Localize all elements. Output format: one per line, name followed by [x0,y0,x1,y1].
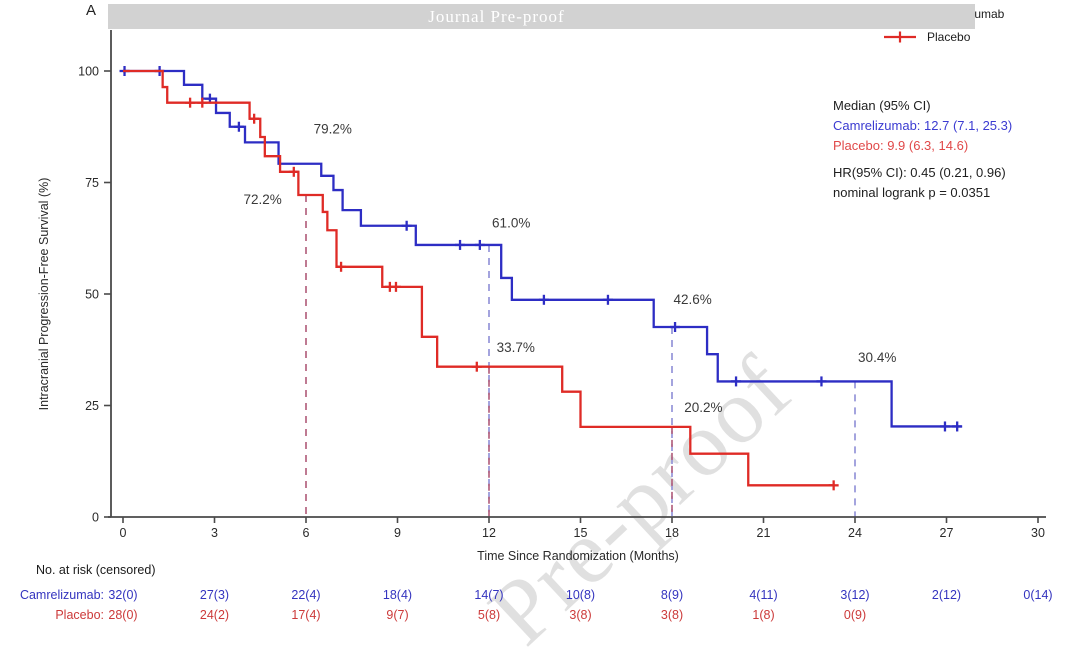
x-tick-label: 18 [665,526,679,540]
risk-value: 22(4) [291,588,321,602]
x-tick-label: 3 [211,526,218,540]
stats-hazard-ratio: HR(95% CI): 0.45 (0.21, 0.96) [833,165,1006,180]
risk-value: 3(12) [840,588,870,602]
risk-value: 8(9) [660,588,684,602]
risk-value: 5(8) [477,608,501,622]
risk-value: 3(8) [660,608,684,622]
x-tick-label: 15 [574,526,588,540]
risk-value: 1(8) [752,608,775,622]
annotation-label: 33.7% [497,340,535,355]
x-tick-label: 9 [394,526,401,540]
risk-value: 9(7) [386,608,409,622]
risk-value: 28(0) [108,608,138,622]
stats-logrank-p: nominal logrank p = 0.0351 [833,185,991,200]
x-tick-label: 12 [482,526,496,540]
x-tick-label: 21 [757,526,771,540]
risk-value: 27(3) [199,588,230,602]
annotation-label: 61.0% [492,216,530,231]
risk-value: 14(7) [474,588,504,602]
annotation-label: 30.4% [858,350,896,365]
journal-preproof-banner: Journal Pre-proof [108,4,975,29]
annotation-label: 20.2% [684,400,722,415]
x-axis-title: Time Since Randomization (Months) [477,549,679,563]
stats-camrelizumab-median: Camrelizumab: 12.7 (7.1, 25.3) [833,118,1013,133]
stats-block: Median (95% CI) Camrelizumab: 12.7 (7.1,… [833,96,1012,203]
y-tick-label: 100 [78,65,99,79]
y-tick-label: 0 [92,511,99,525]
x-tick-label: 24 [848,526,862,540]
risk-value: 0(14) [1023,588,1053,602]
risk-value: 4(11) [749,588,778,602]
legend-item-placebo: Placebo [883,28,1004,45]
risk-value: 32(0) [108,588,138,602]
banner-title: Journal Pre-proof [428,7,565,26]
risk-value: 10(8) [565,588,596,602]
x-tick-label: 27 [940,526,954,540]
risk-value: 17(4) [291,608,321,622]
risk-value: 0(9) [843,608,867,622]
curve-placebo [123,69,834,487]
risk-value: 24(2) [199,608,230,622]
risk-value: 3(8) [569,608,592,622]
annotation-label: 42.6% [674,292,712,307]
x-tick-label: 0 [120,526,127,540]
panel-label: A [86,2,97,19]
y-tick-label: 50 [85,288,99,302]
risk-table-header: No. at risk (censored) [36,563,156,577]
risk-row-label-placebo: Placebo: [55,608,104,622]
x-tick-label: 6 [303,526,310,540]
risk-row-label-camrelizumab: Camrelizumab: [19,588,104,602]
annotation-label: 79.2% [314,121,352,136]
stats-median-header: Median (95% CI) [833,98,931,113]
stats-placebo-median: Placebo: 9.9 (6.3, 14.6) [833,138,969,153]
annotation-label: 72.2% [243,192,281,207]
risk-value: 18(4) [382,588,413,602]
curve-camrelizumab [123,69,962,428]
legend-label-placebo: Placebo [927,29,971,44]
x-tick-label: 30 [1031,526,1045,540]
y-tick-label: 75 [85,176,99,190]
y-tick-label: 25 [85,399,99,413]
risk-value: 2(12) [931,588,962,602]
placebo-line-icon [884,31,916,42]
